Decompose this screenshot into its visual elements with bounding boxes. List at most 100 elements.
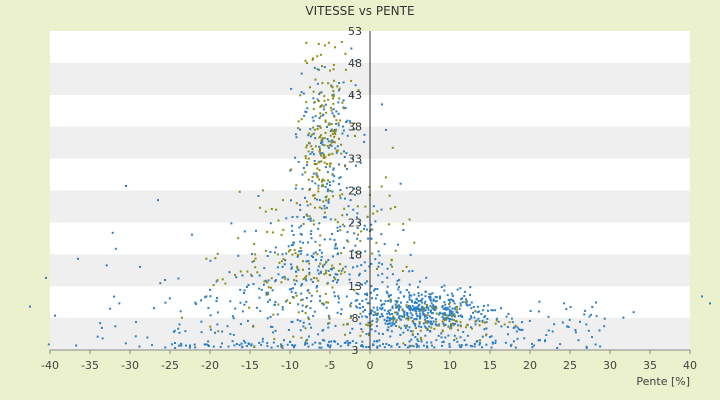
data-point-blue: [349, 331, 352, 334]
data-point-olive: [357, 233, 360, 236]
data-point-olive: [302, 260, 304, 263]
data-point-blue: [417, 286, 420, 289]
data-point-blue: [345, 152, 348, 155]
data-point-olive: [261, 189, 264, 192]
data-point-blue: [461, 301, 464, 304]
data-point-blue: [361, 299, 364, 302]
data-point-blue: [307, 335, 310, 338]
data-point-blue: [377, 312, 379, 315]
data-point-olive: [423, 307, 426, 310]
data-point-blue: [399, 333, 402, 336]
data-point-blue: [701, 295, 703, 298]
data-point-olive: [259, 206, 262, 209]
x-tick-label: -15: [241, 359, 259, 372]
data-point-blue: [318, 117, 321, 120]
x-tick-label: -35: [81, 359, 99, 372]
data-point-blue: [301, 187, 304, 190]
data-point-olive: [342, 267, 344, 270]
data-point-blue: [417, 325, 420, 328]
data-point-blue: [490, 335, 493, 338]
data-point-blue: [434, 295, 437, 298]
data-point-blue: [448, 317, 451, 320]
data-point-blue: [538, 300, 541, 303]
data-point-blue: [157, 199, 159, 202]
data-point-blue: [321, 185, 323, 188]
data-point-olive: [457, 329, 460, 332]
data-point-blue: [101, 337, 104, 340]
data-point-blue: [482, 304, 485, 307]
data-point-blue: [276, 266, 279, 269]
data-point-blue: [386, 316, 389, 319]
data-point-blue: [590, 313, 593, 316]
data-point-blue: [334, 242, 337, 245]
data-point-olive: [331, 129, 333, 132]
data-point-olive: [392, 319, 395, 322]
data-point-olive: [435, 320, 438, 323]
data-point-blue: [243, 292, 246, 294]
data-point-blue: [328, 181, 331, 184]
data-point-blue: [419, 280, 421, 283]
data-point-blue: [416, 338, 419, 341]
data-point-blue: [327, 188, 329, 191]
data-point-olive: [451, 315, 453, 318]
data-point-blue: [448, 342, 451, 345]
data-point-blue: [326, 138, 329, 140]
data-point-blue: [435, 300, 438, 303]
data-point-blue: [306, 342, 309, 345]
data-point-olive: [376, 268, 378, 270]
data-point-blue: [335, 122, 337, 125]
data-point-olive: [327, 82, 330, 85]
data-point-blue: [473, 343, 476, 345]
data-point-blue: [409, 330, 412, 333]
data-point-blue: [551, 330, 554, 333]
data-point-blue: [324, 216, 327, 219]
data-point-blue: [370, 262, 373, 265]
data-point-blue: [274, 280, 277, 283]
data-point-blue: [386, 285, 389, 288]
data-point-olive: [266, 281, 269, 284]
data-point-blue: [317, 184, 320, 187]
data-point-olive: [421, 309, 424, 311]
data-point-blue: [364, 315, 367, 318]
data-point-blue: [320, 251, 323, 254]
data-point-blue: [400, 301, 402, 304]
data-point-blue: [380, 304, 383, 307]
data-point-blue: [255, 229, 257, 232]
data-point-olive: [309, 86, 311, 89]
data-point-olive: [212, 284, 215, 287]
data-point-blue: [345, 213, 348, 216]
data-point-blue: [547, 315, 550, 318]
data-point-blue: [336, 145, 339, 148]
data-points: [29, 41, 711, 349]
data-point-olive: [318, 206, 321, 209]
data-point-olive: [341, 223, 344, 226]
data-point-blue: [340, 313, 342, 315]
data-point-blue: [603, 325, 606, 328]
data-point-blue: [113, 295, 116, 298]
data-point-blue: [304, 341, 307, 344]
data-point-blue: [401, 315, 404, 318]
data-point-blue: [75, 344, 78, 347]
data-point-blue: [347, 205, 350, 208]
data-point-blue: [334, 273, 337, 276]
data-point-blue: [416, 305, 419, 308]
data-point-olive: [333, 79, 335, 82]
data-point-olive: [333, 141, 336, 144]
data-point-olive: [343, 207, 346, 210]
data-point-blue: [419, 312, 421, 315]
data-point-olive: [376, 318, 379, 321]
data-point-olive: [281, 199, 284, 202]
data-point-blue: [473, 345, 476, 348]
data-point-blue: [310, 230, 313, 233]
data-point-olive: [340, 152, 343, 155]
data-point-olive: [443, 324, 446, 327]
data-point-blue: [425, 314, 428, 317]
data-point-blue: [318, 145, 321, 148]
data-point-blue: [260, 343, 263, 346]
data-point-blue: [490, 346, 493, 349]
data-point-blue: [445, 318, 448, 321]
data-point-olive: [336, 221, 339, 224]
data-point-blue: [500, 325, 503, 328]
data-point-olive: [252, 325, 255, 328]
data-point-olive: [495, 319, 498, 322]
